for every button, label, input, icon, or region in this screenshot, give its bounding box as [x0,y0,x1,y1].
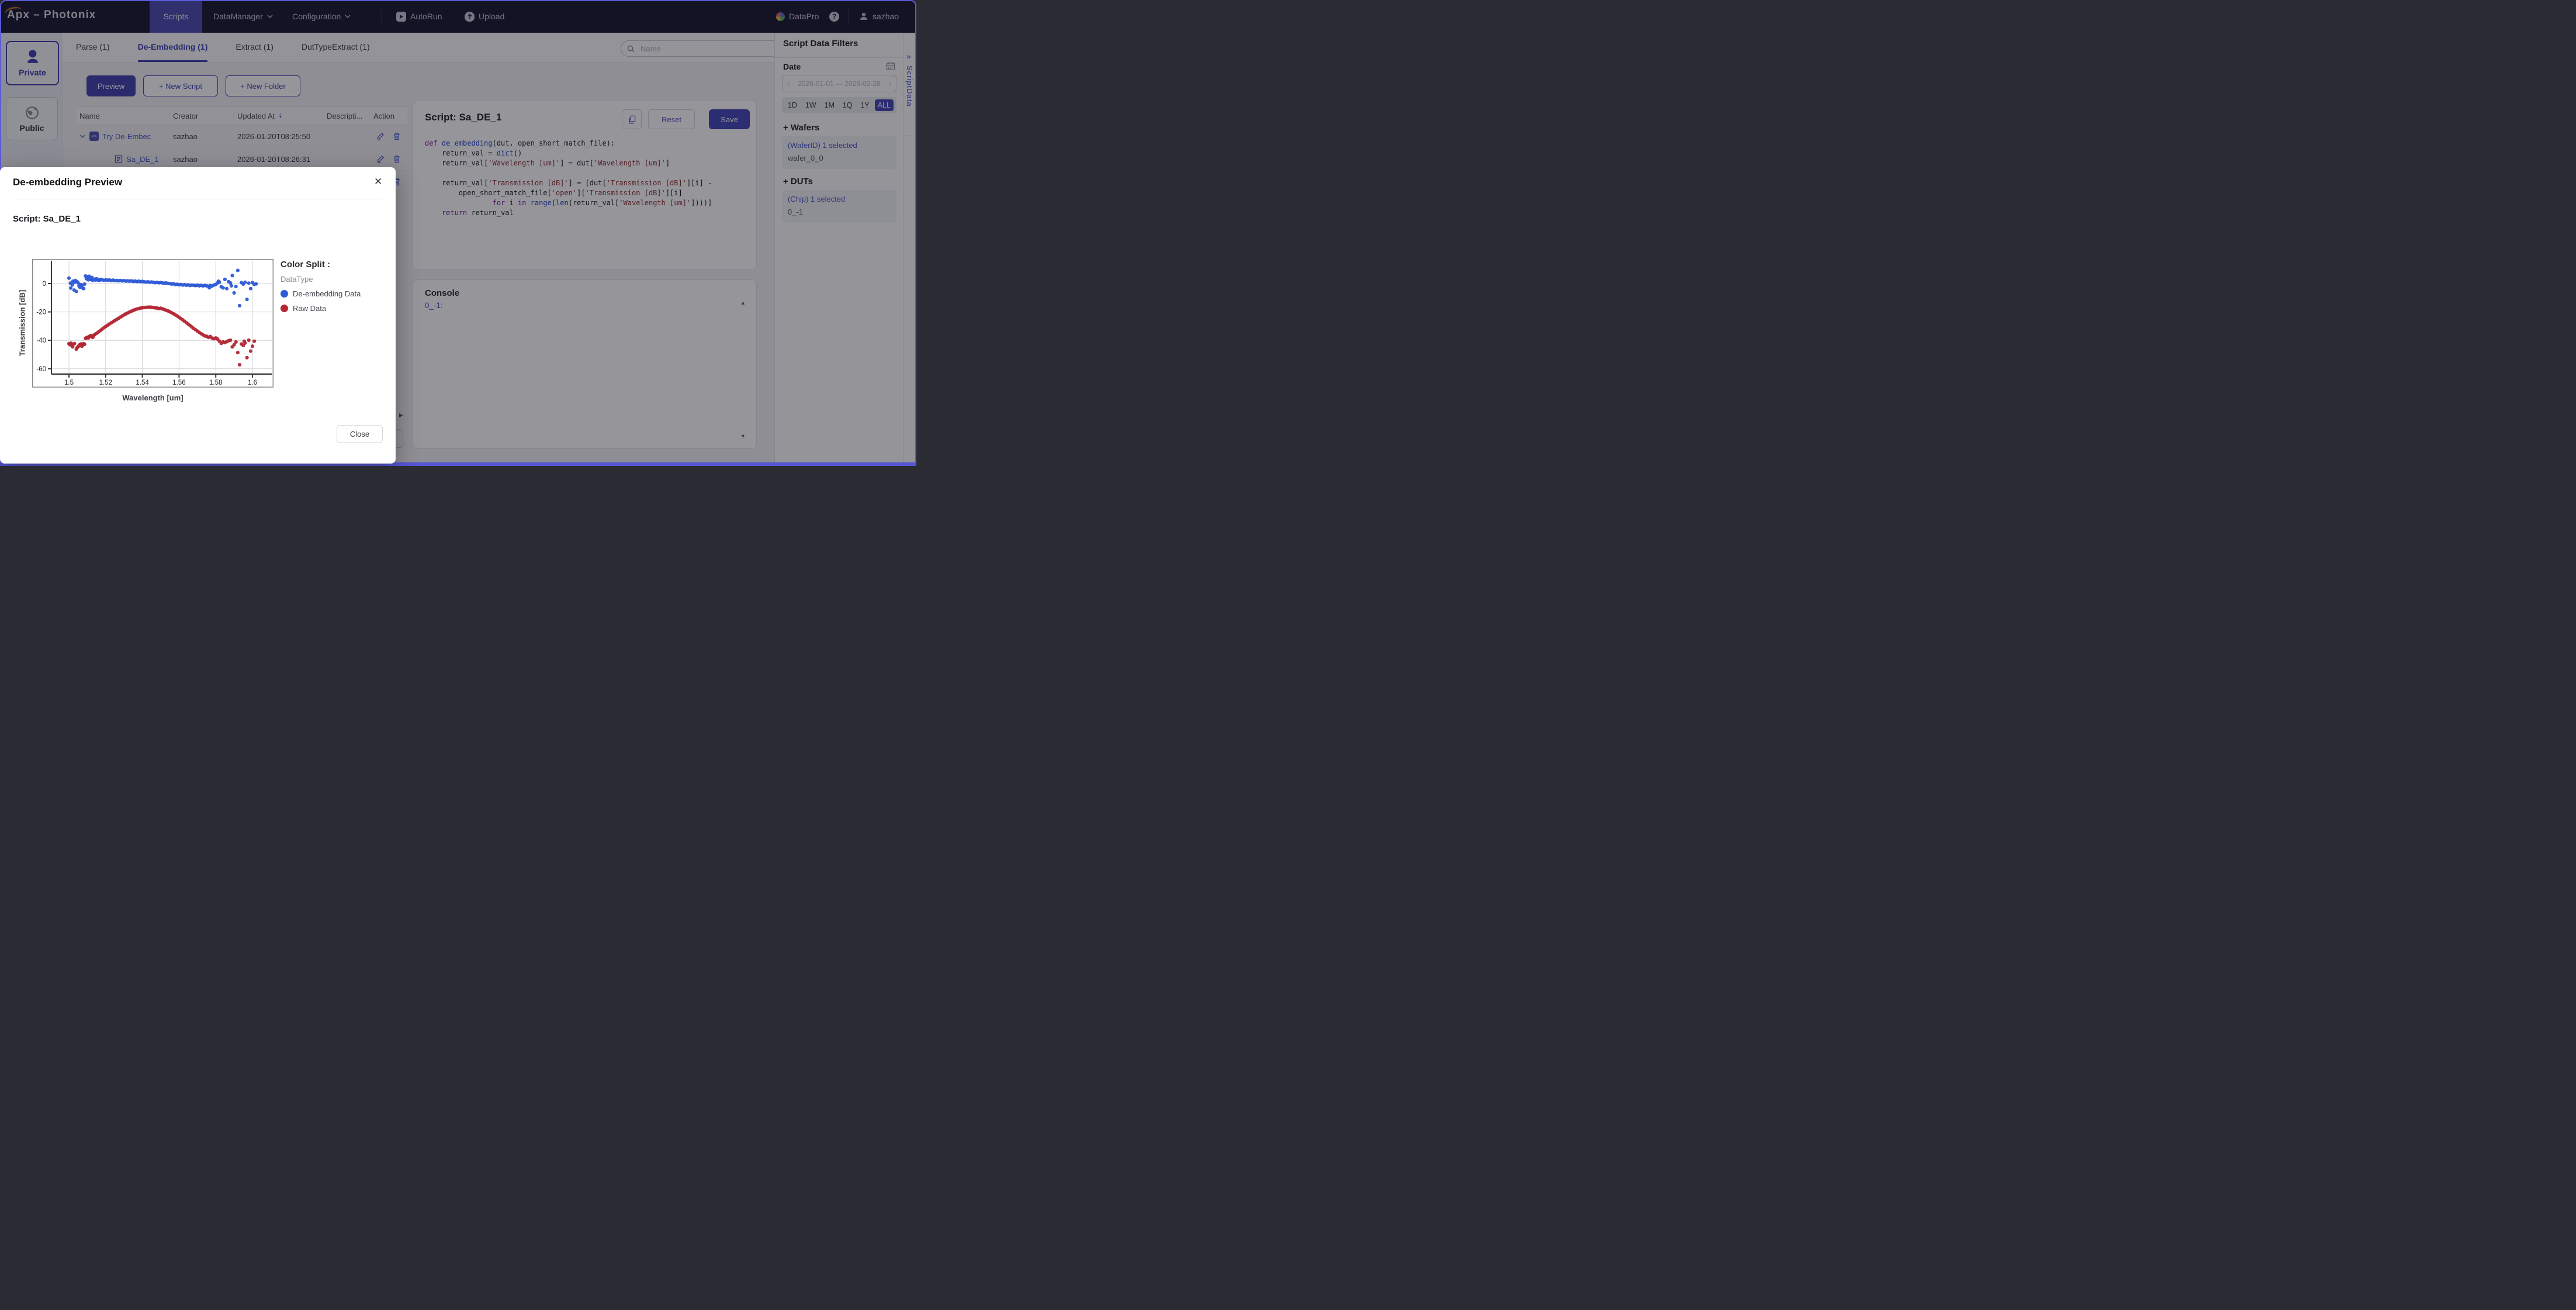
y-axis-label: Transmission [dB] [18,259,27,388]
svg-text:1.54: 1.54 [136,379,149,386]
svg-text:1.6: 1.6 [248,379,257,386]
legend-entry: De-embedding Data [281,289,361,298]
svg-text:1.52: 1.52 [99,379,112,386]
preview-chart: 1.5 1.52 1.54 1.56 1.58 1.6 0 -20 -40 -60 [32,259,273,388]
modal-title: De-embedding Preview [13,177,122,188]
preview-modal: De-embedding Preview ✕ Script: Sa_DE_1 1… [0,167,396,464]
svg-text:-40: -40 [36,337,46,344]
modal-close-button[interactable]: Close [337,425,383,443]
legend-title: Color Split : [281,260,361,269]
svg-text:1.5: 1.5 [64,379,74,386]
legend-subtitle: DataType [281,275,361,284]
legend-dot-icon [281,290,288,298]
close-icon[interactable]: ✕ [374,176,382,188]
legend-entry: Raw Data [281,304,361,313]
x-axis-label: Wavelength [um] [32,393,273,402]
modal-script-label: Script: Sa_DE_1 [13,214,81,224]
svg-text:0: 0 [43,281,46,288]
svg-text:1.58: 1.58 [209,379,222,386]
svg-text:-20: -20 [36,309,46,316]
svg-text:-60: -60 [36,366,46,373]
app-window: Apx – Photonix Scripts DataManager Confi… [0,0,916,466]
chart-legend: Color Split : DataType De-embedding Data… [281,260,361,313]
svg-text:1.56: 1.56 [172,379,185,386]
legend-dot-icon [281,305,288,312]
